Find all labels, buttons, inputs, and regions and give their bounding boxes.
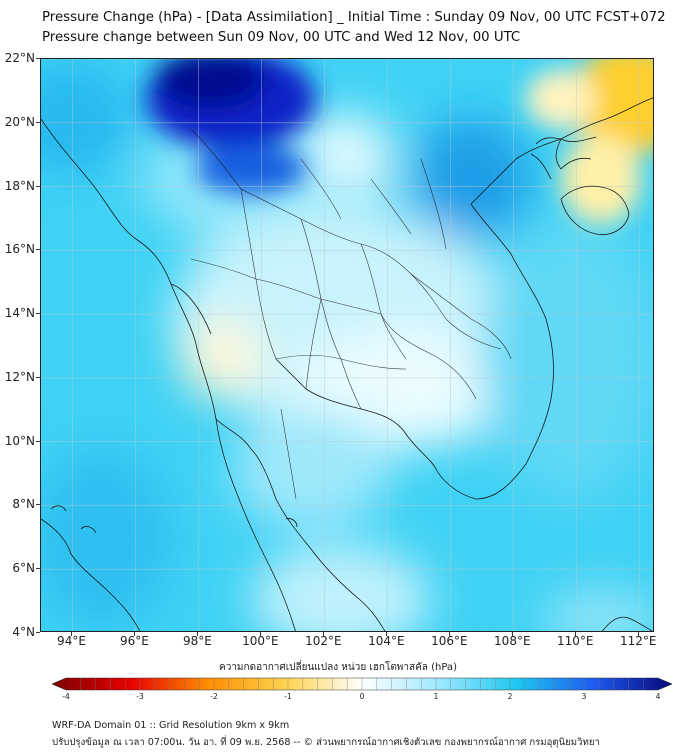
lat-tick-label: 8°N	[12, 497, 35, 512]
lat-tick	[36, 249, 40, 251]
footer-credit: ปรับปรุงข้อมูล ณ เวลา 07:00น. วัน อา. ที…	[52, 737, 600, 748]
colorbar-tick-label: 3	[581, 692, 587, 701]
lat-tick	[36, 440, 40, 442]
pressure-change-map	[40, 58, 654, 632]
lon-tick-label: 98°E	[182, 634, 212, 648]
gridlines	[41, 59, 653, 631]
lat-tick	[36, 568, 40, 570]
colorbar-tick-label: 2	[507, 692, 513, 701]
lat-tick-label: 4°N	[12, 625, 35, 639]
lon-tick	[638, 632, 640, 636]
lon-tick	[386, 632, 388, 636]
colorbar-tick-label: 1	[433, 692, 439, 701]
lon-tick-label: 110°E	[557, 634, 594, 648]
lon-tick-label: 106°E	[431, 634, 468, 648]
lat-tick-label: 14°N	[4, 306, 35, 321]
lon-tick	[260, 632, 262, 636]
colorbar-tick-label: -4	[62, 692, 70, 701]
chart-title: Pressure Change (hPa) - [Data Assimilati…	[42, 10, 666, 25]
lat-tick	[36, 121, 40, 123]
lon-tick	[71, 632, 73, 636]
lon-tick	[449, 632, 451, 636]
lon-tick	[323, 632, 325, 636]
footer-model-info: WRF-DA Domain 01 :: Grid Resolution 9km …	[52, 720, 290, 731]
lon-tick	[512, 632, 514, 636]
lat-tick	[36, 313, 40, 315]
admin-borders	[190, 128, 512, 500]
field-strong	[146, 59, 653, 224]
coastlines	[41, 97, 653, 631]
lat-tick-label: 18°N	[4, 178, 35, 193]
lon-tick-label: 100°E	[242, 634, 279, 648]
lat-tick	[36, 376, 40, 378]
colorbar-tick-label: 0	[359, 692, 365, 701]
lon-tick-label: 96°E	[120, 634, 149, 648]
lat-tick	[36, 504, 40, 506]
colorbar-tick-label: 4	[655, 692, 661, 701]
lon-tick-label: 102°E	[305, 634, 342, 648]
lat-tick	[36, 185, 40, 187]
lat-tick-label: 20°N	[4, 114, 35, 129]
lon-tick-label: 108°E	[494, 634, 531, 648]
lon-tick-label: 112°E	[620, 634, 657, 648]
map-canvas	[41, 59, 653, 631]
colorbar-tick-label: -3	[136, 692, 144, 701]
lon-tick-label: 94°E	[57, 634, 86, 648]
colorbar-label: ความกดอากาศเปลี่ยนแปลง หน่วย เฮกโตพาสคัล…	[219, 662, 457, 673]
lon-tick-label: 104°E	[368, 634, 405, 648]
lat-tick-label: 10°N	[4, 433, 35, 448]
lon-tick	[197, 632, 199, 636]
colorbar-tick-label: -2	[210, 692, 218, 701]
lat-tick-label: 22°N	[4, 51, 35, 65]
colorbar	[52, 677, 672, 691]
lat-tick-label: 6°N	[12, 561, 35, 576]
lat-tick-label: 16°N	[4, 242, 35, 257]
lon-tick	[575, 632, 577, 636]
chart-subtitle: Pressure change between Sun 09 Nov, 00 U…	[42, 30, 521, 45]
lat-tick	[36, 632, 40, 633]
lat-tick	[36, 58, 40, 59]
lon-tick	[134, 632, 136, 636]
lat-tick-label: 12°N	[4, 369, 35, 384]
colorbar-tick-label: -1	[284, 692, 292, 701]
